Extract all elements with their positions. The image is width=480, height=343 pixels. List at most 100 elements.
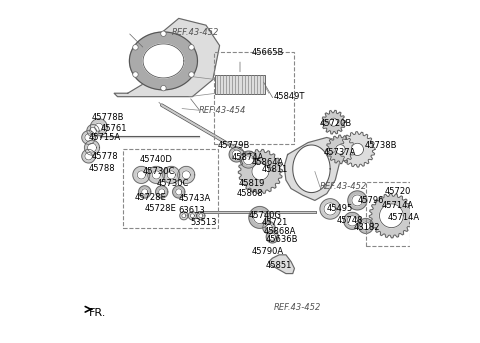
Polygon shape [182, 214, 186, 218]
Text: 45778B: 45778B [92, 113, 124, 121]
Text: 45738B: 45738B [364, 141, 396, 151]
Bar [216, 75, 264, 94]
Circle shape [133, 45, 138, 50]
Text: 45715A: 45715A [89, 133, 121, 142]
Polygon shape [82, 131, 96, 144]
Polygon shape [182, 171, 191, 179]
Text: 45636B: 45636B [265, 235, 298, 244]
Polygon shape [163, 166, 180, 184]
Polygon shape [87, 143, 96, 152]
Polygon shape [139, 186, 151, 198]
Text: 45868A: 45868A [264, 226, 296, 236]
Text: 45790A: 45790A [252, 247, 284, 256]
Polygon shape [148, 166, 165, 184]
Polygon shape [369, 193, 413, 238]
Polygon shape [90, 127, 96, 134]
Polygon shape [243, 154, 253, 165]
Text: 63613: 63613 [179, 206, 205, 215]
Polygon shape [320, 199, 340, 219]
Polygon shape [142, 189, 148, 195]
Text: 45851: 45851 [265, 261, 292, 270]
Polygon shape [359, 218, 373, 234]
Polygon shape [329, 118, 337, 126]
Circle shape [161, 85, 166, 91]
Polygon shape [269, 255, 294, 274]
Text: REF.43-452: REF.43-452 [274, 303, 322, 312]
Circle shape [133, 72, 138, 77]
Polygon shape [362, 222, 370, 230]
Text: 45728E: 45728E [134, 192, 166, 202]
Polygon shape [284, 138, 340, 200]
Text: 45720: 45720 [384, 187, 411, 197]
Polygon shape [82, 150, 96, 163]
Text: 45819: 45819 [238, 179, 264, 188]
Circle shape [189, 72, 194, 77]
Text: 53513: 53513 [191, 218, 217, 227]
Polygon shape [199, 214, 203, 218]
Polygon shape [197, 212, 205, 220]
Polygon shape [180, 212, 188, 220]
Polygon shape [159, 189, 165, 195]
Text: 45779B: 45779B [218, 141, 250, 151]
Text: 45796: 45796 [358, 196, 384, 205]
Circle shape [189, 45, 194, 50]
Polygon shape [95, 123, 103, 131]
Text: 45788: 45788 [89, 164, 115, 173]
Text: 45728E: 45728E [145, 204, 177, 213]
Bar [366, 182, 410, 246]
Polygon shape [173, 186, 185, 198]
Polygon shape [238, 150, 283, 193]
Bar [122, 150, 218, 228]
Polygon shape [352, 195, 363, 206]
Text: 45743A: 45743A [179, 194, 211, 203]
Polygon shape [265, 224, 272, 231]
Polygon shape [84, 140, 99, 155]
Polygon shape [240, 151, 257, 168]
Polygon shape [133, 166, 150, 184]
Polygon shape [137, 171, 145, 179]
Polygon shape [336, 145, 345, 154]
Text: 45864A: 45864A [252, 158, 284, 167]
Polygon shape [167, 171, 175, 179]
Text: 43182: 43182 [354, 223, 381, 232]
Text: 45740G: 45740G [249, 211, 281, 220]
Text: 45811: 45811 [262, 165, 288, 174]
Polygon shape [87, 125, 99, 137]
Text: 45868: 45868 [237, 189, 263, 198]
Polygon shape [143, 44, 184, 78]
Polygon shape [191, 214, 194, 218]
Text: 45495: 45495 [327, 204, 353, 213]
Polygon shape [348, 191, 367, 210]
Text: 45720B: 45720B [320, 119, 352, 128]
Polygon shape [156, 186, 168, 198]
Polygon shape [90, 119, 108, 136]
Polygon shape [344, 212, 361, 229]
Polygon shape [269, 234, 276, 240]
Text: 45714A: 45714A [381, 201, 413, 210]
Polygon shape [340, 132, 375, 167]
Polygon shape [252, 163, 269, 180]
Polygon shape [188, 212, 196, 220]
Polygon shape [130, 32, 197, 90]
Text: 45730C: 45730C [156, 179, 189, 188]
Circle shape [161, 31, 166, 36]
Bar [215, 52, 294, 144]
Polygon shape [351, 143, 363, 155]
Polygon shape [152, 171, 160, 179]
Text: REF.43-452: REF.43-452 [172, 27, 219, 36]
Polygon shape [324, 203, 336, 215]
Text: 45665B: 45665B [252, 48, 284, 57]
Polygon shape [266, 231, 278, 243]
Polygon shape [326, 135, 355, 164]
Text: 45737A: 45737A [324, 148, 356, 157]
Text: 45748: 45748 [337, 216, 363, 225]
Text: REF.43-454: REF.43-454 [199, 106, 247, 115]
Text: 45721: 45721 [262, 218, 288, 227]
Polygon shape [176, 189, 182, 195]
Text: 45761: 45761 [100, 125, 127, 133]
Text: 45874A: 45874A [231, 153, 264, 162]
Polygon shape [380, 204, 403, 228]
Polygon shape [229, 147, 244, 162]
Polygon shape [85, 134, 92, 141]
Polygon shape [322, 110, 346, 134]
